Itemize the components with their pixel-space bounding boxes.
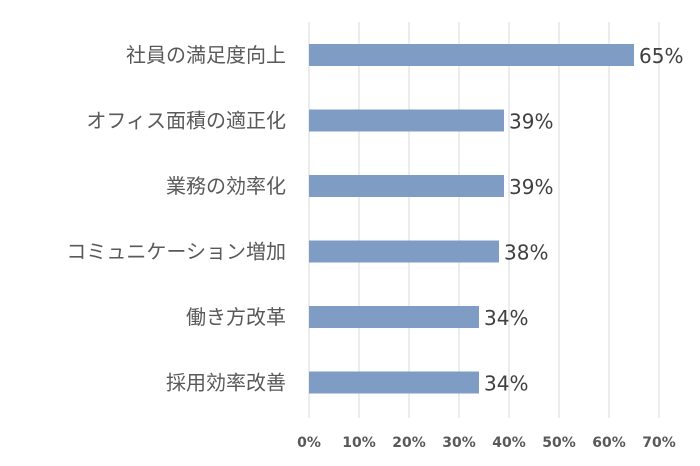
category-label: 採用効率改善 — [166, 371, 286, 395]
x-tick-label: 60% — [592, 435, 626, 451]
data-label: 38% — [504, 241, 548, 265]
x-tick-label: 70% — [642, 435, 676, 451]
x-tick-label: 40% — [492, 435, 526, 451]
x-axis-tick-labels: 0% 10% 20% 30% 40% 50% 60% 70% — [297, 435, 676, 451]
bar — [309, 44, 634, 66]
data-labels: 65% 39% 39% 38% 34% 34% — [484, 44, 683, 396]
bar — [309, 240, 499, 263]
category-label: 働き方改革 — [186, 305, 286, 329]
bar — [309, 109, 504, 132]
category-label: 社員の満足度向上 — [126, 43, 286, 67]
x-tick-label: 50% — [542, 435, 576, 451]
data-label: 34% — [484, 372, 528, 396]
data-label: 39% — [509, 175, 553, 199]
bar — [309, 371, 479, 394]
category-label: コミュニケーション増加 — [66, 240, 286, 264]
x-tick-label: 20% — [392, 435, 426, 451]
category-label: オフィス面積の適正化 — [86, 109, 286, 133]
bar — [309, 175, 504, 197]
data-label: 65% — [639, 44, 683, 68]
bars — [309, 44, 634, 394]
x-tick-label: 30% — [442, 435, 476, 451]
x-tick-label: 10% — [342, 435, 376, 451]
x-tick-label: 0% — [297, 435, 321, 451]
data-label: 34% — [484, 306, 528, 330]
category-labels: 社員の満足度向上オフィス面積の適正化業務の効率化コミュニケーション増加働き方改革… — [66, 43, 286, 395]
data-label: 39% — [509, 110, 553, 134]
bar — [309, 306, 479, 328]
gridlines — [308, 22, 660, 418]
category-label: 業務の効率化 — [166, 174, 286, 198]
